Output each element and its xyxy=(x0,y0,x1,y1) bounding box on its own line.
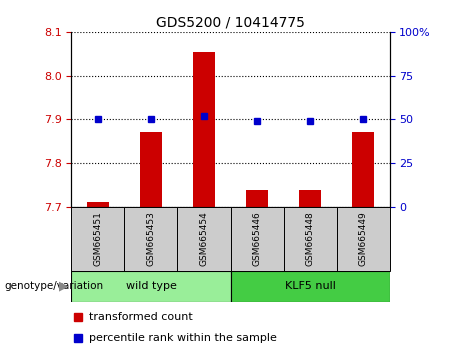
Bar xyxy=(71,271,230,302)
Bar xyxy=(177,207,230,271)
Bar xyxy=(230,271,390,302)
Text: GSM665453: GSM665453 xyxy=(147,211,155,267)
Bar xyxy=(124,207,177,271)
Text: percentile rank within the sample: percentile rank within the sample xyxy=(89,332,277,343)
Title: GDS5200 / 10414775: GDS5200 / 10414775 xyxy=(156,15,305,29)
Text: GSM665446: GSM665446 xyxy=(253,212,261,266)
Bar xyxy=(71,207,124,271)
Text: GSM665454: GSM665454 xyxy=(200,212,208,266)
Bar xyxy=(299,190,320,207)
Text: KLF5 null: KLF5 null xyxy=(284,281,336,291)
Text: GSM665448: GSM665448 xyxy=(306,212,314,266)
Text: genotype/variation: genotype/variation xyxy=(5,281,104,291)
Text: GSM665449: GSM665449 xyxy=(359,212,367,266)
Bar xyxy=(87,202,108,207)
Text: wild type: wild type xyxy=(125,281,177,291)
Text: transformed count: transformed count xyxy=(89,312,193,322)
Bar xyxy=(337,207,390,271)
Bar xyxy=(140,132,161,207)
Bar xyxy=(284,207,337,271)
Bar xyxy=(352,132,373,207)
Bar xyxy=(193,52,214,207)
Bar xyxy=(246,190,267,207)
Text: GSM665451: GSM665451 xyxy=(94,211,102,267)
Text: ▶: ▶ xyxy=(59,280,68,293)
Bar xyxy=(230,207,284,271)
